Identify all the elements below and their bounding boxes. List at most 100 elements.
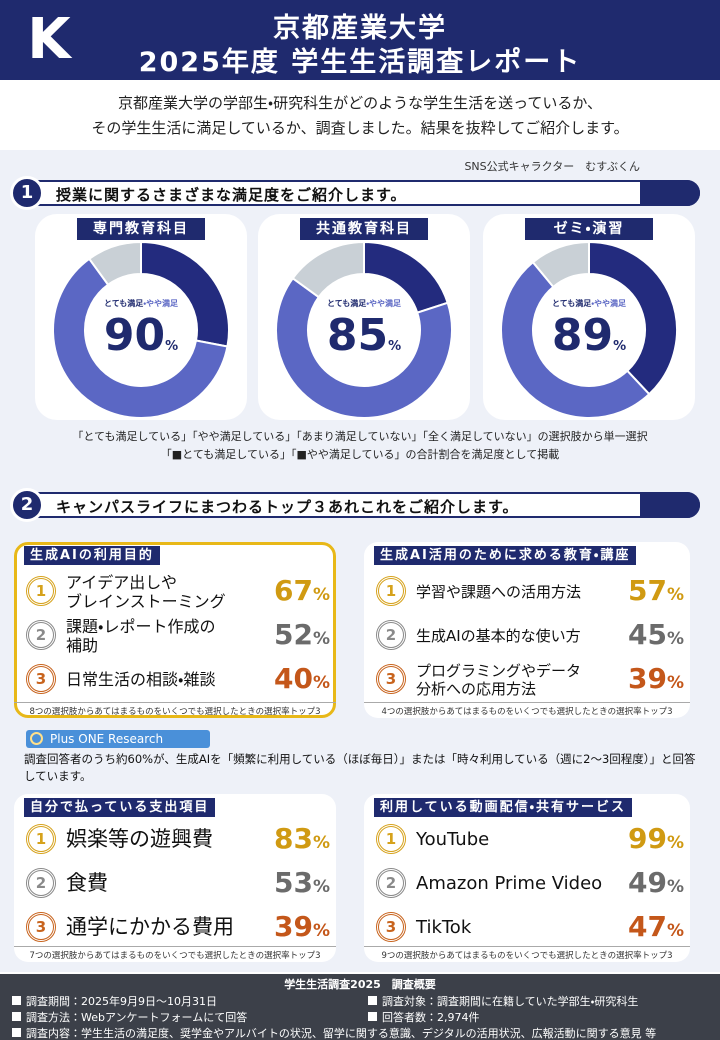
rank-medal: 3	[26, 912, 56, 942]
rank-value: 39%	[266, 910, 330, 943]
rank-unit: %	[666, 833, 684, 853]
ranking-card	[364, 794, 690, 962]
donut-segment	[52, 257, 229, 419]
rank-label: 通学にかかる費用	[66, 915, 234, 940]
ranking-note: 9つの選択肢からあてはまるものをいくつでも選択したときの選択率トップ3	[364, 946, 690, 961]
rank-label: TikTok	[416, 917, 472, 939]
footer-title: 学生生活調査2025 調査概要	[284, 978, 436, 991]
rank-value: 52%	[266, 618, 330, 651]
ranking-card-title: 自分で払っている支出項目	[24, 798, 216, 817]
ranking-note: 7つの選択肢からあてはまるものをいくつでも選択したときの選択率トップ3	[14, 946, 336, 961]
section-bar-shadow	[640, 180, 700, 206]
rank-medal: 2	[26, 868, 56, 898]
ranking-card-title: 利用している動画配信・共有サービス	[374, 798, 633, 817]
section-bar-shadow	[640, 492, 700, 518]
footer-bullet	[12, 996, 21, 1005]
rank-label: 生成AIの基本的な使い方	[416, 627, 581, 645]
footer-bullet	[368, 1012, 377, 1021]
rank-number: 40	[273, 662, 313, 695]
ranking-note: 4つの選択肢からあてはまるものをいくつでも選択したときの選択率トップ3	[364, 702, 690, 717]
rank-unit: %	[312, 673, 330, 693]
ranking-card	[14, 794, 336, 962]
rank-unit: %	[312, 585, 330, 605]
total-unit: %	[388, 339, 402, 354]
donut-chart	[52, 240, 230, 419]
footer-item: 調査方法：Webアンケートフォームにて回答	[26, 1011, 248, 1024]
footer-item: 調査対象：調査期間に在籍していた学部生・研究科生	[382, 995, 639, 1008]
donut-chart	[275, 240, 453, 419]
intro-line: その学生生活に満足しているか、調査しました。結果を抜粋してご紹介します。	[91, 119, 629, 137]
rank-value: 99%	[620, 822, 684, 855]
section-note: 「■とても満足している」「■やや満足している」の合計割合を満足度として掲載	[160, 448, 560, 461]
rank-value: 45%	[620, 618, 684, 651]
donut-segment	[275, 276, 453, 419]
total-value: 89%	[523, 310, 655, 361]
rank-number: 53	[273, 866, 313, 899]
total-value: 90%	[75, 310, 207, 361]
university-name: 京都産業大学	[273, 13, 447, 44]
ranking-card	[14, 542, 336, 718]
rank-label: 日常生活の相談・雑談	[66, 670, 216, 690]
section-title: キャンパスライフにまつわるトップ３あれこれをご紹介します。	[56, 498, 519, 516]
rank-medal: 2	[376, 620, 406, 650]
donut-card-title: 専門教育科目	[77, 218, 205, 240]
total-number: 85	[326, 310, 389, 361]
footer-item: 回答者数：2,974件	[382, 1011, 480, 1024]
donut-segment	[500, 260, 651, 419]
rank-value: 49%	[620, 866, 684, 899]
section-note: 「とても満足している」「やや満足している」「あまり満足していない」「全く満足して…	[72, 430, 648, 443]
rank-value: 57%	[620, 574, 684, 607]
rank-label: 娯楽等の遊興費	[66, 827, 213, 852]
rank-medal: 1	[26, 824, 56, 854]
total-value: 85%	[298, 310, 430, 361]
center-label-strong: とても満足	[103, 299, 144, 308]
section-bar	[22, 492, 700, 518]
ranking-card	[364, 542, 690, 718]
rank-medal: 1	[26, 576, 56, 606]
center-label: とても満足・やや満足	[298, 298, 430, 309]
rank-medal: 2	[26, 620, 56, 650]
rank-value: 40%	[266, 662, 330, 695]
center-label-mild: ・やや満足	[591, 299, 627, 308]
rank-label: YouTube	[416, 829, 490, 851]
rank-value: 39%	[620, 662, 684, 695]
footer-bullet	[368, 996, 377, 1005]
donut-card-title: ゼミ・演習	[525, 218, 653, 240]
center-label-mild: ・やや満足	[366, 299, 402, 308]
total-number: 90	[103, 310, 166, 361]
section-number: 2	[10, 488, 44, 522]
rank-number: 57	[627, 574, 667, 607]
center-label: とても満足・やや満足	[523, 298, 655, 309]
report-title: 2025年度 学生生活調査レポート	[138, 47, 582, 78]
rank-number: 39	[273, 910, 313, 943]
rank-unit: %	[312, 877, 330, 897]
total-number: 89	[551, 310, 614, 361]
total-unit: %	[613, 339, 627, 354]
rank-unit: %	[666, 921, 684, 941]
donut-segment	[291, 240, 365, 299]
footer-band	[0, 974, 720, 1040]
rank-unit: %	[666, 629, 684, 649]
center-label-strong: とても満足	[326, 299, 367, 308]
rank-unit: %	[312, 629, 330, 649]
rank-medal: 1	[376, 576, 406, 606]
center-label-strong: とても満足	[551, 299, 592, 308]
rank-unit: %	[312, 833, 330, 853]
plus-one-text: 調査回答者のうち約60%が、生成AIを「頻繁に利用している（ほぼ毎日）」または「…	[24, 752, 696, 783]
rank-label: 食費	[66, 871, 108, 896]
section-bar	[22, 180, 700, 206]
rank-unit: %	[666, 673, 684, 693]
rank-number: 52	[273, 618, 313, 651]
rank-unit: %	[666, 877, 684, 897]
rank-unit: %	[666, 585, 684, 605]
intro-line: 京都産業大学の学部生・研究科生がどのような学生生活を送っているか、	[117, 94, 603, 112]
rank-number: 49	[627, 866, 667, 899]
total-unit: %	[165, 339, 179, 354]
rank-label: プログラミングやデータ 分析への応用方法	[416, 662, 582, 698]
rank-medal: 3	[26, 664, 56, 694]
ranking-note: 8つの選択肢からあてはまるものをいくつでも選択したときの選択率トップ3	[14, 702, 336, 717]
rank-label: 学習や課題への活用方法	[416, 583, 582, 601]
rank-number: 39	[627, 662, 667, 695]
rank-medal: 3	[376, 912, 406, 942]
